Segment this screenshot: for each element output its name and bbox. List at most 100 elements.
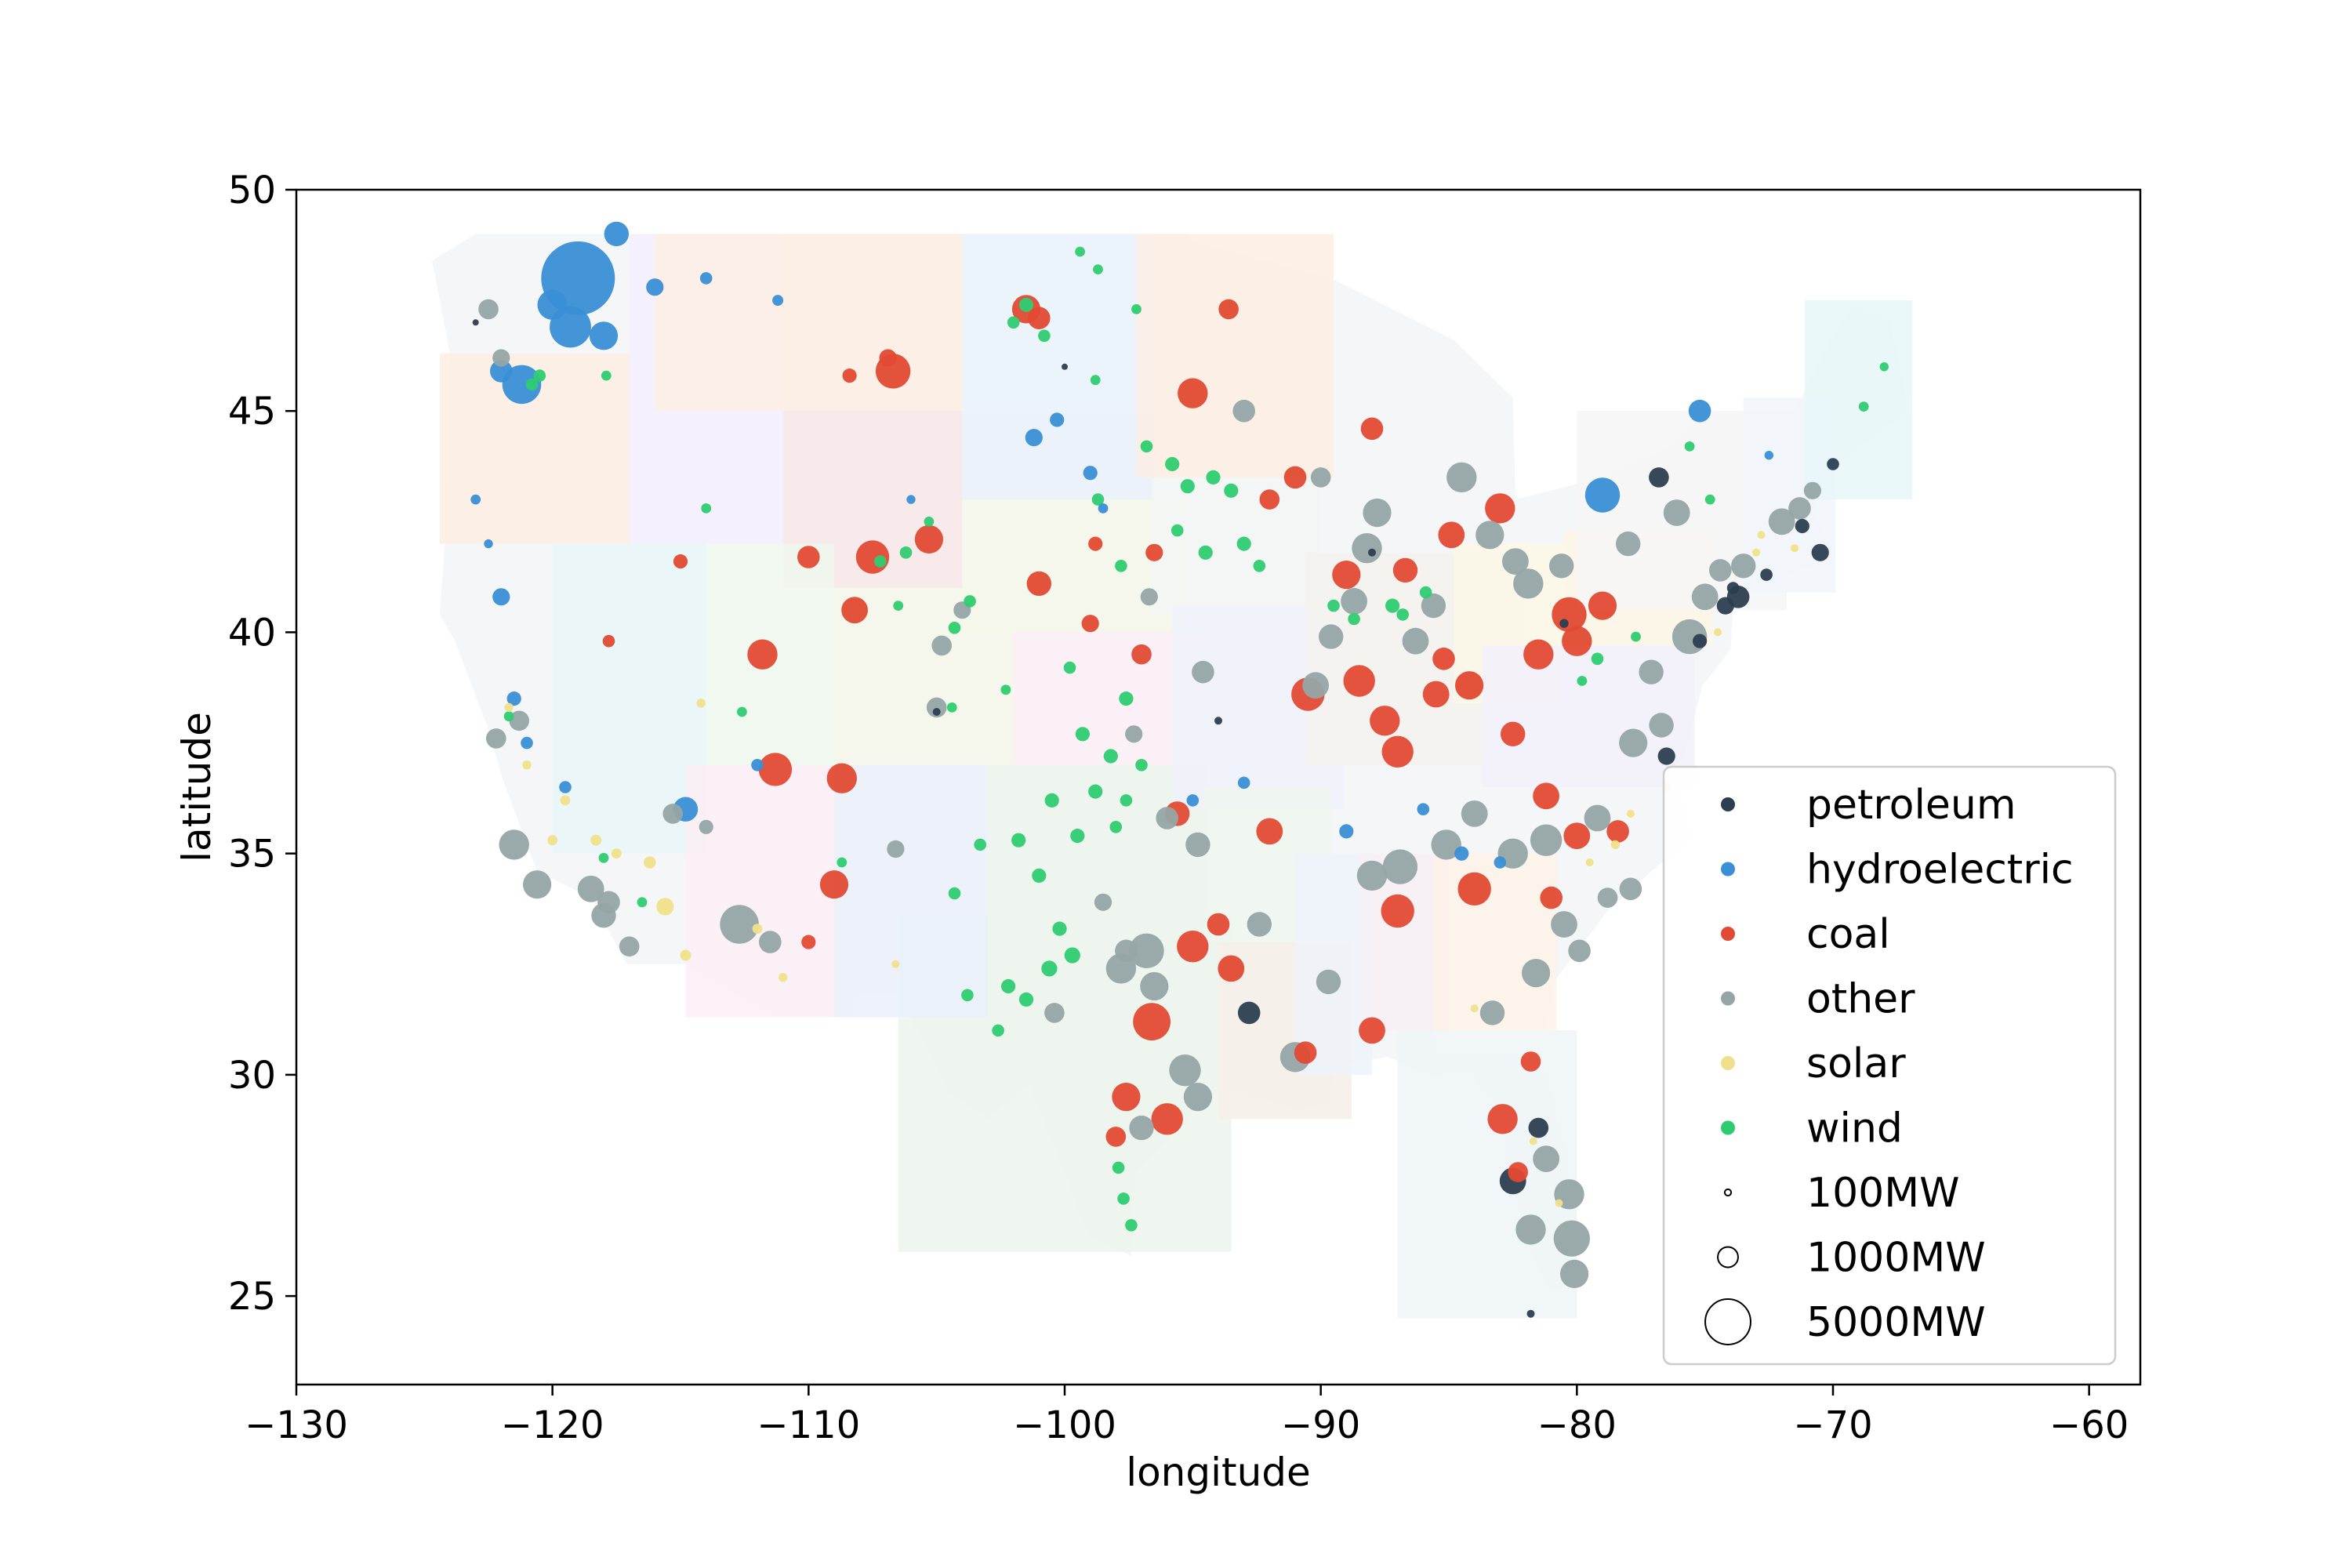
hydroelectric-point [1417, 803, 1430, 815]
coal-point [747, 639, 778, 670]
other-point [1553, 1220, 1590, 1257]
solar-point [1626, 809, 1635, 818]
other-point [1316, 969, 1341, 995]
other-point [597, 891, 620, 914]
other-point [1232, 399, 1255, 423]
coal-point [1112, 1083, 1141, 1112]
wind-point [1117, 1192, 1130, 1205]
wind-point [992, 1024, 1004, 1037]
coal-point [1218, 299, 1239, 320]
hydroelectric-point [470, 494, 481, 505]
other-point [1619, 728, 1648, 757]
solar-point [1529, 1137, 1537, 1145]
y-tick-label: 45 [228, 390, 276, 434]
other-point [1663, 499, 1690, 526]
state-region-15 [1136, 234, 1334, 477]
wind-point [701, 503, 712, 514]
coal-point [1533, 782, 1559, 810]
state-region-13 [685, 764, 834, 1018]
coal-point [1422, 681, 1450, 708]
wind-point [1001, 978, 1016, 994]
wind-point [1131, 304, 1142, 314]
hydroelectric-point [699, 272, 713, 285]
other-point [720, 905, 759, 944]
hydroelectric-point [521, 736, 533, 750]
wind-point [1011, 833, 1026, 848]
wind-point [964, 595, 976, 608]
hydroelectric-point [1494, 856, 1507, 869]
hydroelectric-point [1454, 846, 1469, 861]
coal-point [1523, 639, 1554, 670]
solar-point [891, 960, 900, 968]
wind-point [503, 711, 514, 722]
wind-point [1125, 1219, 1138, 1232]
plot-frame [295, 188, 2142, 1386]
solar-point [1752, 548, 1760, 557]
x-tick-label: −90 [1281, 1403, 1360, 1447]
coal-point [1487, 1104, 1518, 1134]
wind-point [893, 601, 904, 611]
y-axis: 25 30 35 40 45 50 [228, 169, 296, 1319]
legend-marker-hydroelectric [1721, 862, 1735, 877]
hydroelectric-point [1186, 794, 1200, 807]
petroleum-point [1214, 717, 1222, 725]
petroleum-point [1811, 543, 1829, 561]
legend-label-wind: wind [1806, 1105, 1903, 1152]
x-tick-label: −80 [1537, 1403, 1617, 1447]
coal-point [1360, 417, 1384, 441]
legend-marker-petroleum [1721, 797, 1735, 811]
other-point [926, 697, 947, 718]
coal-point [1343, 665, 1375, 697]
state-region-23 [1397, 1030, 1577, 1319]
other-point [1169, 1054, 1201, 1087]
wind-point [899, 546, 913, 559]
coal-point [1370, 706, 1400, 736]
wind-point [1180, 479, 1195, 494]
coal-point [1218, 955, 1245, 982]
wind-point [737, 706, 747, 717]
wind-point [1064, 947, 1080, 964]
x-axis-label: longitude [1126, 1450, 1311, 1495]
legend-box [1662, 765, 2117, 1366]
coal-point [1381, 894, 1414, 928]
wind-point [1684, 441, 1695, 452]
coal-point [1359, 1017, 1385, 1044]
legend-label-other: other [1806, 976, 1915, 1023]
hydroelectric-point [1050, 412, 1065, 427]
wind-point [1858, 401, 1869, 412]
y-tick-label: 35 [228, 833, 276, 877]
other-point [1522, 959, 1551, 988]
hydroelectric-point [537, 289, 568, 320]
y-tick-label: 50 [228, 169, 276, 212]
petroleum-point [1368, 548, 1376, 557]
coal-point [1606, 820, 1629, 843]
coal-point [819, 870, 849, 899]
wind-point [1631, 631, 1641, 642]
legend: petroleum hydroelectric coal other solar wind… [1662, 765, 2117, 1366]
hydroelectric-point [751, 759, 764, 771]
petroleum-point [1827, 458, 1839, 470]
wind-point [1396, 608, 1409, 621]
other-point [662, 804, 683, 824]
legend-size-marker [1717, 1246, 1739, 1269]
other-point [523, 870, 552, 899]
hydroelectric-point [559, 781, 572, 793]
hydroelectric-point [502, 365, 542, 405]
other-point [1584, 804, 1611, 832]
legend-label-solar: solar [1806, 1040, 1906, 1087]
coal-point [1283, 466, 1307, 489]
coal-point [914, 524, 943, 554]
wind-point [837, 857, 848, 868]
solar-point [611, 848, 622, 859]
hydroelectric-point [1025, 429, 1043, 447]
wind-point [924, 516, 935, 527]
other-point [1649, 713, 1674, 738]
wind-point [637, 897, 648, 908]
coal-point [1432, 648, 1455, 670]
coal-point [879, 349, 897, 367]
hydroelectric-point [1584, 477, 1621, 513]
hydroelectric-point [1237, 776, 1250, 789]
wind-point [533, 369, 546, 382]
other-point [1616, 531, 1641, 557]
hydroelectric-point [506, 691, 521, 706]
